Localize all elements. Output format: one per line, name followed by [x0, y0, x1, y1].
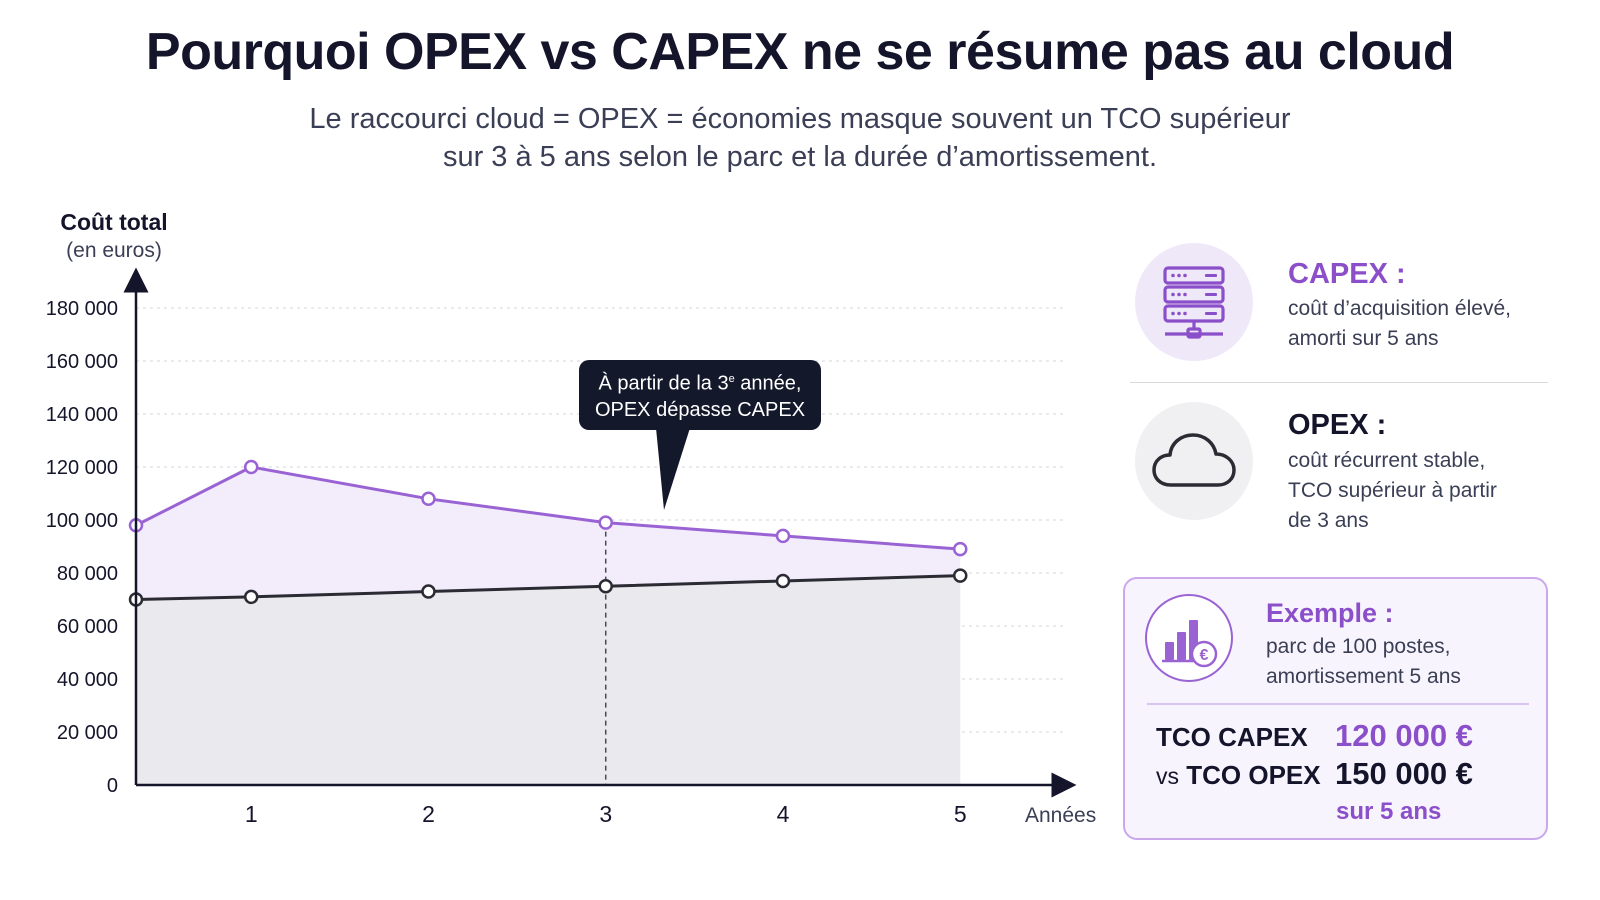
y-tick-label: 160 000 [46, 351, 118, 373]
tco-period: sur 5 ans [1336, 798, 1442, 825]
y-tick-label: 60 000 [57, 616, 118, 638]
y-tick-label: 140 000 [46, 404, 118, 426]
tco-opex-label: vs TCO OPEX [1156, 760, 1321, 791]
opex-line-3: de 3 ans [1288, 509, 1369, 532]
x-tick-label: 5 [954, 801, 967, 827]
x-tick-label: 1 [245, 801, 258, 827]
series-1-point [598, 579, 613, 594]
y-tick-labels: 0 20 000 40 000 60 000 80 000 100 000 120 000 1… [46, 298, 118, 797]
example-divider [1147, 703, 1529, 705]
annotation-callout: À partir de la 3e année, OPEX dépasse CA… [579, 360, 821, 430]
series-0-point [775, 528, 791, 544]
svg-text:€: € [1200, 647, 1209, 664]
y-axis-label: Coût total [60, 209, 167, 235]
capex-description: coût d’acquisition élevé, amorti sur 5 a… [1288, 294, 1548, 354]
annotation-line-1: À partir de la 3e année, [598, 372, 802, 395]
bar-chart-euro-icon: € [1145, 594, 1233, 682]
x-axis-label: Années [1025, 804, 1096, 827]
cloud-icon [1135, 402, 1253, 520]
cost-chart: 0 20 000 40 000 60 000 80 000 100 000 120 000 1… [46, 209, 1097, 827]
tco-capex-label: TCO CAPEX [1156, 722, 1308, 752]
opex-description: coût récurrent stable, TCO supérieur à p… [1288, 446, 1548, 536]
y-tick-label: 0 [107, 775, 118, 797]
y-axis-unit: (en euros) [66, 239, 162, 262]
subtitle-line-1: Le raccourci cloud = OPEX = économies ma… [309, 103, 1291, 135]
y-tick-label: 180 000 [46, 298, 118, 320]
page-subtitle: Le raccourci cloud = OPEX = économies ma… [0, 100, 1600, 176]
example-line-1: parc de 100 postes, [1266, 635, 1451, 658]
example-title: Exemple : [1266, 598, 1394, 628]
x-tick-label: 4 [777, 801, 790, 827]
server-icon [1135, 243, 1253, 361]
capex-title: CAPEX : [1288, 258, 1406, 290]
capex-line-1: coût d’acquisition élevé, [1288, 297, 1511, 320]
tco-vs-label: vs [1156, 763, 1179, 789]
y-tick-label: 80 000 [57, 563, 118, 585]
panel-divider [1130, 382, 1548, 383]
series-0-point [243, 459, 259, 475]
series-1-point [775, 573, 791, 589]
x-tick-label: 3 [599, 801, 612, 827]
tco-opex-label-text: TCO OPEX [1186, 760, 1321, 790]
series-1-point [243, 589, 259, 605]
y-tick-label: 40 000 [57, 669, 118, 691]
opex-title: OPEX : [1288, 409, 1387, 441]
series-1-point [952, 568, 968, 583]
series-0-point [598, 515, 613, 530]
series-0-point [952, 541, 968, 557]
opex-line-2: TCO supérieur à partir [1288, 479, 1497, 502]
series-1-area [136, 575, 961, 785]
series-1-point [421, 584, 436, 599]
x-tick-label: 2 [422, 801, 435, 827]
page-title: Pourquoi OPEX vs CAPEX ne se résume pas … [145, 23, 1455, 81]
callout-pointer [656, 428, 690, 510]
annotation-line-2: OPEX dépasse CAPEX [594, 399, 806, 422]
tco-capex-value: 120 000 € [1335, 718, 1473, 753]
capex-line-2: amorti sur 5 ans [1288, 327, 1439, 350]
example-line-2: amortissement 5 ans [1266, 665, 1461, 688]
y-tick-label: 100 000 [46, 510, 118, 532]
y-tick-label: 120 000 [46, 457, 118, 479]
series-areas [136, 467, 961, 785]
tco-opex-value: 150 000 € [1335, 756, 1473, 791]
series-lines [135, 465, 961, 601]
x-tick-labels: 1 2 3 4 5 [245, 801, 967, 827]
y-tick-label: 20 000 [57, 722, 118, 744]
example-description: parc de 100 postes, amortissement 5 ans [1266, 632, 1526, 692]
subtitle-line-2: sur 3 à 5 ans selon le parc et la durée … [442, 141, 1158, 173]
opex-line-1: coût récurrent stable, [1288, 449, 1486, 472]
series-0-point [421, 491, 436, 507]
series-1-line [135, 574, 961, 601]
series-0-line [135, 465, 961, 551]
